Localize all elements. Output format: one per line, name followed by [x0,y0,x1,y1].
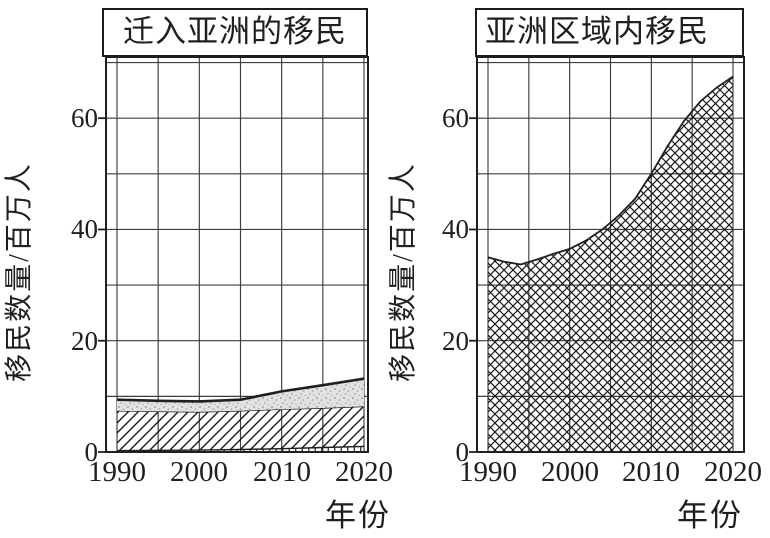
right-chart-graphics [469,56,745,453]
right-chart-xtick-2020: 2020 [704,456,762,488]
right-chart-xtick-2010: 2010 [622,456,680,488]
left-chart-xtick-2000: 2000 [170,456,228,488]
left-chart-ytick-20: 20 [71,326,98,356]
plot-frame [476,56,745,453]
right-chart-xtick-1990: 1990 [459,456,517,488]
right-chart-ytick-20: 20 [442,326,469,356]
left-chart-xtick-2020: 2020 [335,456,393,488]
left-chart-title: 迁入亚洲的移民 [102,8,368,57]
left-chart-ytick-60: 60 [71,103,98,133]
left-chart-ytick-0: 0 [84,437,99,467]
left-chart-x-axis-label: 年份 [325,498,391,533]
top-band-stipple-area [117,378,364,412]
left-chart-xtick-2010: 2010 [253,456,311,488]
middle-band-diagonal-hatch-area [117,406,364,451]
right-chart-x-axis-label: 年份 [677,498,743,533]
intra-asia-migrants-crosshatch-top-edge [487,75,734,266]
plot-frame [105,56,369,453]
right-chart-y-axis-label: 移民数量/百万人 [388,162,419,382]
left-chart-xtick-1990: 1990 [88,456,146,488]
right-chart-xtick-2000: 2000 [541,456,599,488]
right-chart-title: 亚洲区域内移民 [475,8,744,57]
intra-asia-migrants-crosshatch-area [488,76,733,452]
top-band-stipple-top-edge [116,377,365,403]
right-chart-ytick-0: 0 [455,437,470,467]
left-chart-y-axis-label: 移民数量/百万人 [4,162,35,382]
left-chart-ytick-40: 40 [71,214,98,244]
right-chart-ytick-40: 40 [442,214,469,244]
right-chart-ytick-60: 60 [442,103,469,133]
left-chart-graphics [98,56,369,453]
